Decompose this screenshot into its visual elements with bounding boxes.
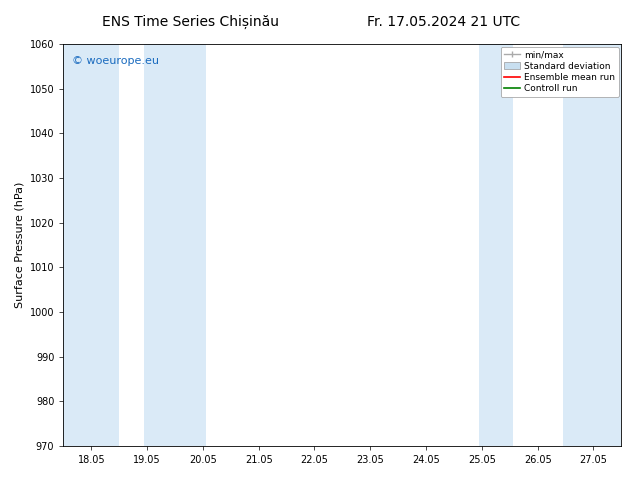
Y-axis label: Surface Pressure (hPa): Surface Pressure (hPa) [14,182,24,308]
Legend: min/max, Standard deviation, Ensemble mean run, Controll run: min/max, Standard deviation, Ensemble me… [500,47,619,97]
Bar [145,44,205,446]
Bar [63,44,119,446]
Text: © woeurope.eu: © woeurope.eu [72,56,158,66]
Bar [479,44,512,446]
Bar [563,44,621,446]
Text: ENS Time Series Chișinău: ENS Time Series Chișinău [101,15,279,29]
Text: Fr. 17.05.2024 21 UTC: Fr. 17.05.2024 21 UTC [367,15,521,29]
